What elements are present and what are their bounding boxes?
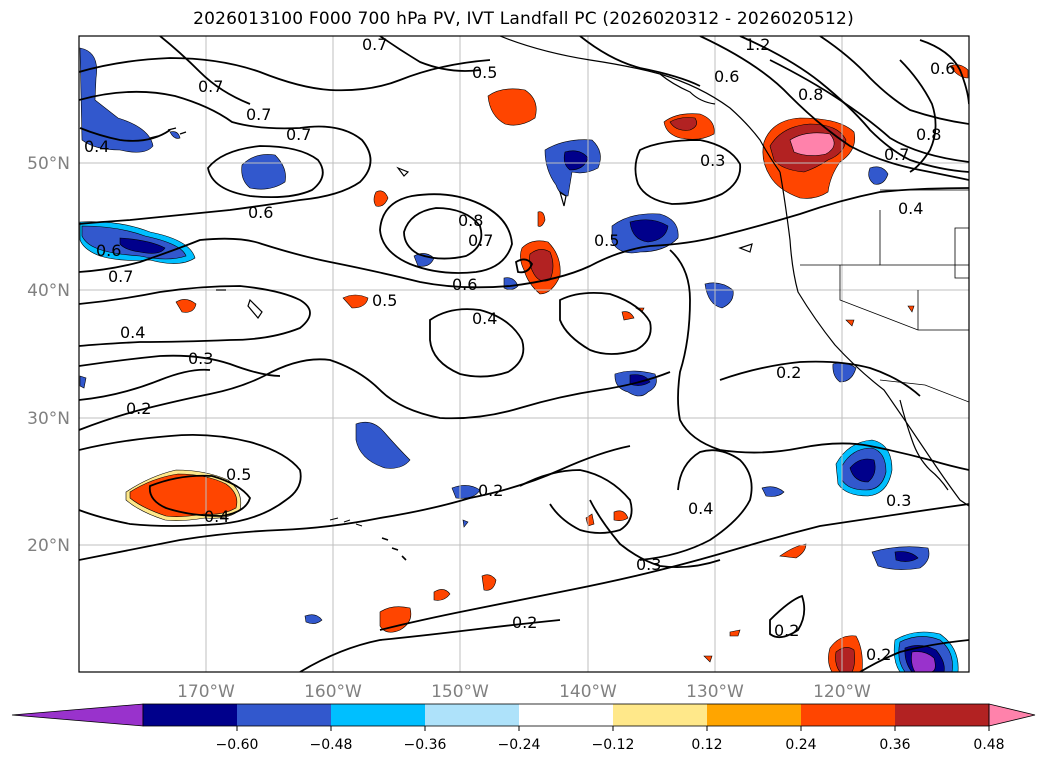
contour-label: 0.8 — [458, 211, 483, 230]
contour-label: 0.2 — [512, 613, 537, 632]
colorbar-extend-low — [11, 703, 144, 727]
negative-anomaly-175w — [241, 154, 286, 190]
colorbar-tick-label: 0.48 — [973, 737, 1004, 753]
longitude-axis: 170°W 160°W 150°W 140°W 130°W 120°W — [177, 682, 871, 702]
contour-label: 0.5 — [372, 291, 397, 310]
colorbar-segment — [613, 704, 708, 726]
contour-label: 0.4 — [204, 507, 229, 526]
colorbar-tick-label: −0.60 — [216, 737, 259, 753]
contour-label: 0.3 — [636, 555, 661, 574]
colorbar-segment — [519, 704, 614, 726]
colorbar-segment — [707, 704, 802, 726]
lat-tick-label: 30°N — [27, 409, 70, 429]
colorbar-extend-high — [988, 703, 1036, 727]
contour-label: 0.6 — [96, 241, 121, 260]
lon-tick-label: 150°W — [431, 682, 489, 702]
contour-label: 0.7 — [246, 105, 271, 124]
contour-label: 0.2 — [126, 399, 151, 418]
colorbar-segment — [801, 704, 896, 726]
positive-anomaly-150w — [487, 88, 537, 126]
contour-label: 0.5 — [472, 63, 497, 82]
contour-label: 0.4 — [120, 323, 145, 342]
colorbar-segment — [331, 704, 426, 726]
negative-anomaly-155w — [355, 421, 411, 469]
lon-tick-label: 140°W — [559, 682, 617, 702]
contour-label: 0.7 — [286, 125, 311, 144]
contour-label: 0.7 — [362, 35, 387, 54]
contour-label: 0.4 — [84, 137, 109, 156]
contour-label: 0.7 — [198, 77, 223, 96]
contour-label: 1.2 — [745, 35, 770, 54]
contour-label: 0.2 — [478, 481, 503, 500]
contour-label: 0.7 — [108, 267, 133, 286]
contour-label: 0.6 — [452, 275, 477, 294]
lon-tick-label: 130°W — [686, 682, 744, 702]
lat-tick-label: 40°N — [27, 281, 70, 301]
contour-label: 0.7 — [884, 145, 909, 164]
colorbar-tick-label: 0.36 — [879, 737, 910, 753]
map-panel: 0.7 0.7 0.5 1.2 0.6 0.8 0.6 0.4 0.7 0.8 … — [79, 35, 969, 672]
contour-label: 0.2 — [774, 621, 799, 640]
contour-label: 0.6 — [930, 59, 955, 78]
lat-tick-label: 20°N — [27, 536, 70, 556]
colorbar-frame — [142, 703, 990, 727]
contour-label: 0.5 — [226, 465, 251, 484]
pv-contours — [79, 36, 969, 672]
map-frame — [78, 35, 970, 673]
colorbar-segment — [895, 704, 990, 726]
contour-label: 0.3 — [188, 349, 213, 368]
contour-label: 0.2 — [776, 363, 801, 382]
positive-anomaly-156w — [379, 606, 412, 633]
contour-label: 0.3 — [886, 491, 911, 510]
lon-tick-label: 120°W — [813, 682, 871, 702]
contour-label: 0.4 — [898, 199, 923, 218]
colorbar-tick-label: −0.12 — [592, 737, 635, 753]
lon-tick-label: 170°W — [177, 682, 235, 702]
colorbar-segment — [143, 704, 238, 726]
contour-label: 0.4 — [688, 499, 713, 518]
contour-label: 0.6 — [714, 67, 739, 86]
contour-label: 0.8 — [916, 125, 941, 144]
contour-label: 0.5 — [594, 231, 619, 250]
map-title: 2026013100 F000 700 hPa PV, IVT Landfall… — [193, 9, 854, 29]
colorbar: −0.60 −0.48 −0.36 −0.24 −0.12 0.12 0.24 0.36 0.4… — [11, 703, 1036, 753]
contour-label: 0.7 — [468, 231, 493, 250]
colorbar-tick-label: 0.24 — [785, 737, 816, 753]
colorbar-tick-label: −0.48 — [310, 737, 353, 753]
lon-tick-label: 160°W — [304, 682, 362, 702]
colorbar-tick-label: −0.36 — [404, 737, 447, 753]
colorbar-tick-label: −0.24 — [498, 737, 541, 753]
colorbar-tick-label: 0.12 — [691, 737, 722, 753]
contour-label: 0.6 — [248, 203, 273, 222]
contour-label: 0.8 — [798, 85, 823, 104]
lat-tick-label: 50°N — [27, 154, 70, 174]
contour-label: 0.3 — [700, 151, 725, 170]
contour-label: 0.4 — [472, 309, 497, 328]
latitude-axis: 50°N 40°N 30°N 20°N — [27, 154, 70, 556]
contour-label: 0.2 — [866, 645, 891, 664]
contour-labels: 0.7 0.7 0.5 1.2 0.6 0.8 0.6 0.4 0.7 0.8 … — [84, 35, 955, 664]
colorbar-segment — [425, 704, 520, 726]
colorbar-segment — [237, 704, 332, 726]
gridlines — [79, 36, 969, 672]
